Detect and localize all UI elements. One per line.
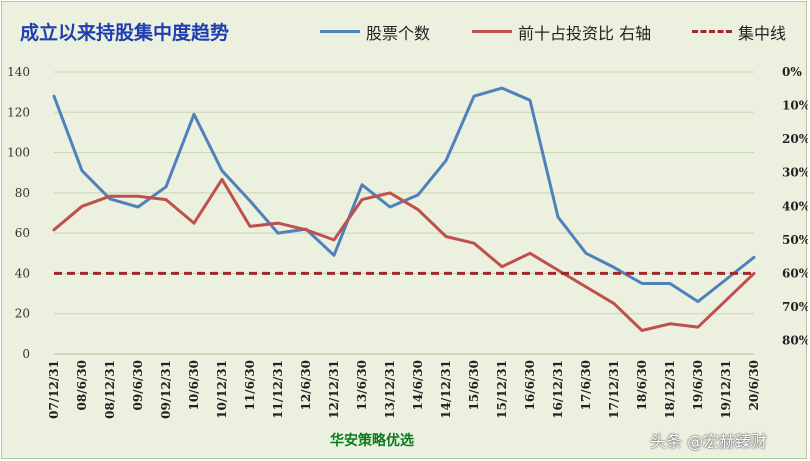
y-right-tick-label: 70% (782, 300, 808, 314)
series-line-0 (52, 86, 756, 304)
x-tick-label: 12/6/30 (299, 360, 313, 411)
x-tick-label: 11/6/30 (243, 360, 257, 411)
x-tick-label: 10/6/30 (187, 360, 201, 411)
y-right-tick-label: 20% (782, 132, 808, 146)
x-tick-label: 15/6/30 (467, 360, 481, 411)
y-right-tick-label: 80% (782, 334, 808, 348)
x-tick-label: 17/6/30 (579, 360, 593, 411)
chart-title: 成立以来持股集中度趋势 (20, 22, 230, 44)
watermark: 头条 @宏赫臻财 (650, 432, 768, 451)
x-tick-label: 09/6/30 (131, 360, 145, 411)
x-tick-label: 13/6/30 (355, 360, 369, 411)
legend-swatch-stock-count (320, 30, 360, 33)
y-right-tick-label: 10% (782, 99, 808, 113)
y-right-tick-label: 30% (782, 166, 808, 180)
source-label: 华安策略优选 (330, 433, 414, 449)
y-left-tick-label: 120 (7, 105, 30, 119)
x-tick-label: 14/12/31 (439, 360, 453, 419)
legend-label-stock-count: 股票个数 (366, 24, 431, 43)
x-tick-label: 10/12/31 (215, 360, 229, 419)
x-tick-label: 15/12/31 (495, 360, 509, 419)
x-tick-label: 14/6/30 (411, 360, 425, 411)
x-tick-label: 17/12/31 (607, 360, 621, 419)
x-tick-label: 16/6/30 (523, 360, 537, 411)
y-left-tick-label: 80 (15, 186, 30, 200)
y-right-tick-label: 50% (782, 233, 808, 247)
x-tick-label: 19/12/31 (719, 360, 733, 419)
legend-label-top10-ratio: 前十占投资比 右轴 (518, 24, 652, 43)
y-right-tick-label: 0% (782, 65, 802, 79)
x-tick-label: 12/12/31 (327, 360, 341, 419)
legend-label-concentration-line: 集中线 (738, 24, 787, 43)
legend-swatch-top10-ratio (472, 30, 512, 33)
x-tick-label: 08/6/30 (75, 360, 89, 411)
legend-swatch-concentration-line (692, 30, 732, 33)
y-left-tick-label: 40 (15, 266, 30, 280)
x-tick-label: 08/12/31 (103, 360, 117, 419)
y-left-tick-label: 60 (15, 226, 30, 240)
x-tick-label: 18/6/30 (635, 360, 649, 411)
x-tick-label: 09/12/31 (159, 360, 173, 419)
x-tick-label: 20/6/30 (747, 360, 761, 411)
y-left-tick-label: 100 (7, 146, 30, 160)
x-tick-label: 16/12/31 (551, 360, 565, 419)
y-right-tick-label: 40% (782, 199, 808, 213)
y-left-tick-label: 20 (15, 307, 30, 321)
series-line-1 (52, 177, 756, 332)
x-tick-label: 19/6/30 (691, 360, 705, 411)
x-tick-label: 13/12/31 (383, 360, 397, 419)
x-tick-label: 11/12/31 (271, 360, 285, 419)
y-right-tick-label: 60% (782, 266, 808, 280)
x-tick-label: 18/12/31 (663, 360, 677, 419)
y-left-tick-label: 0 (22, 347, 30, 361)
y-left-tick-label: 140 (7, 65, 30, 79)
x-tick-label: 07/12/31 (47, 360, 61, 419)
